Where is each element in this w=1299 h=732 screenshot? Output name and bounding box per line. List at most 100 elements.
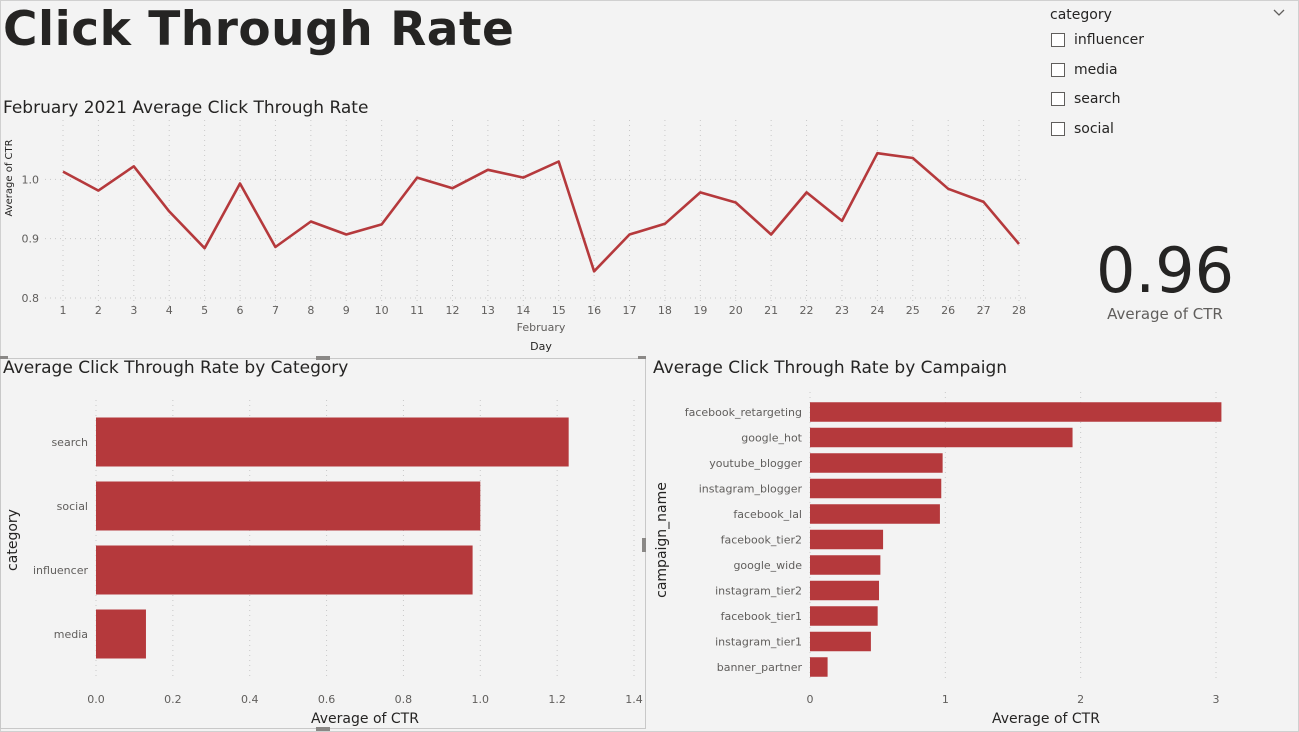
slicer-item-label: media: [1074, 62, 1118, 78]
x-tick-label: 22: [800, 304, 814, 317]
chevron-down-icon[interactable]: [1270, 3, 1288, 21]
bar[interactable]: [810, 504, 940, 524]
bar[interactable]: [96, 545, 473, 595]
x-tick-label: 20: [729, 304, 743, 317]
x-tick-label: 2: [1077, 693, 1084, 706]
x-tick-label: 2: [95, 304, 102, 317]
bar[interactable]: [96, 609, 146, 659]
checkbox[interactable]: [1051, 122, 1065, 136]
x-tick-label: 4: [166, 304, 173, 317]
category-bar-chart[interactable]: search social influencer media 0.0 0.2 0.4 0.6…: [0, 380, 645, 728]
x-tick-label: 24: [870, 304, 884, 317]
bar[interactable]: [810, 402, 1222, 422]
x-tick-label: 15: [552, 304, 566, 317]
x-tick-label: 3: [130, 304, 137, 317]
category-slicer[interactable]: category influencer media search social: [1043, 2, 1293, 142]
category-label: facebook_retargeting: [685, 406, 802, 419]
category-label: google_wide: [733, 559, 802, 572]
campaign-bar-chart[interactable]: facebook_retargeting google_hot youtube_bl…: [648, 380, 1298, 728]
category-label: media: [54, 628, 88, 641]
bar[interactable]: [810, 478, 942, 499]
slicer-item-influencer[interactable]: influencer: [1051, 29, 1144, 51]
x-tick-label: 0.6: [318, 693, 336, 706]
series-line[interactable]: [62, 151, 1020, 273]
slicer-item-label: search: [1074, 91, 1121, 107]
slicer-item-media[interactable]: media: [1051, 59, 1118, 81]
checkbox[interactable]: [1051, 92, 1065, 106]
x-tick-label: 6: [237, 304, 244, 317]
y-tick-label: 0.8: [22, 292, 40, 305]
y-axis-label: category: [5, 509, 21, 571]
line-chart[interactable]: 0.80.91.0 1 2 3 4 5 6 7 8 9 10 11 12 13 14 15 16 17 18 19 2…: [0, 120, 1040, 360]
x-tick-label: 0.8: [395, 693, 413, 706]
bar[interactable]: [810, 529, 884, 550]
checkbox[interactable]: [1051, 33, 1065, 47]
x-axis-label: Average of CTR: [992, 711, 1100, 727]
category-label: instagram_tier2: [715, 585, 802, 598]
slicer-header: category: [1050, 7, 1112, 23]
x-tick-label: 1.4: [625, 693, 643, 706]
category-label: banner_partner: [717, 661, 803, 674]
x-tick-label: 10: [375, 304, 389, 317]
category-chart-title: Average Click Through Rate by Category: [3, 358, 349, 378]
bar[interactable]: [810, 555, 881, 575]
x-tick-label: 21: [764, 304, 778, 317]
bar[interactable]: [810, 606, 878, 626]
category-label: social: [57, 500, 88, 513]
x-tick-label: 26: [941, 304, 955, 317]
x-tick-label: 1: [60, 304, 67, 317]
x-tick-label: 8: [307, 304, 314, 317]
slicer-item-social[interactable]: social: [1051, 118, 1114, 140]
x-tick-label: 7: [272, 304, 279, 317]
bar[interactable]: [810, 657, 828, 677]
slicer-item-search[interactable]: search: [1051, 88, 1121, 110]
x-axis-group-label: February: [517, 321, 566, 334]
x-tick-label: 5: [201, 304, 208, 317]
bar[interactable]: [810, 427, 1073, 448]
x-tick-label: 27: [977, 304, 991, 317]
x-tick-label: 0: [807, 693, 814, 706]
report-title: Click Through Rate: [3, 2, 515, 57]
bar[interactable]: [96, 481, 481, 531]
x-tick-label: 0.0: [87, 693, 105, 706]
slicer-item-label: influencer: [1074, 32, 1145, 48]
x-tick-label: 11: [410, 304, 424, 317]
x-tick-label: 0.4: [241, 693, 259, 706]
checkbox[interactable]: [1051, 63, 1065, 77]
category-label: search: [51, 436, 88, 449]
bar[interactable]: [96, 417, 569, 467]
x-tick-label: 13: [481, 304, 495, 317]
x-tick-label: 1: [942, 693, 949, 706]
y-axis-label: campaign_name: [654, 482, 670, 598]
kpi-card-label: Average of CTR: [1107, 305, 1223, 323]
x-tick-label: 16: [587, 304, 601, 317]
x-tick-label: 19: [693, 304, 707, 317]
campaign-chart-title: Average Click Through Rate by Campaign: [653, 358, 1008, 378]
kpi-card-value: 0.96: [1095, 234, 1235, 307]
x-tick-label: 9: [343, 304, 350, 317]
x-tick-label: 14: [516, 304, 530, 317]
resize-handle[interactable]: [0, 356, 8, 359]
resize-handle[interactable]: [316, 727, 330, 731]
bar[interactable]: [810, 631, 871, 652]
category-label: facebook_lal: [733, 508, 802, 521]
x-tick-label: 0.2: [164, 693, 182, 706]
x-tick-label: 1.0: [472, 693, 490, 706]
category-label: youtube_blogger: [709, 457, 802, 470]
x-tick-label: 12: [445, 304, 459, 317]
resize-handle[interactable]: [642, 538, 646, 552]
y-axis-label: Average of CTR: [4, 139, 15, 216]
x-axis-label: Day: [530, 340, 552, 353]
category-label: facebook_tier2: [721, 534, 802, 547]
resize-handle[interactable]: [316, 356, 330, 360]
bar[interactable]: [810, 453, 943, 473]
resize-handle[interactable]: [638, 356, 646, 359]
x-tick-label: 3: [1213, 693, 1220, 706]
x-tick-label: 17: [623, 304, 637, 317]
category-label: facebook_tier1: [721, 610, 802, 623]
x-tick-label: 28: [1012, 304, 1026, 317]
bar[interactable]: [810, 580, 880, 601]
y-tick-label: 0.9: [22, 233, 40, 246]
category-label: instagram_tier1: [715, 636, 802, 649]
x-axis-label: Average of CTR: [311, 711, 419, 727]
